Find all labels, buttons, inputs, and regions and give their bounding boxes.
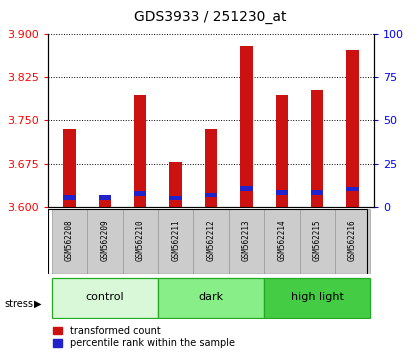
Bar [63,129,76,207]
Bar [63,195,76,200]
Bar [276,190,288,195]
Text: dark: dark [199,292,223,302]
Bar [346,50,359,207]
Text: GSM562208: GSM562208 [65,219,74,261]
Bar [99,198,111,207]
FancyBboxPatch shape [299,209,335,274]
Text: GSM562212: GSM562212 [207,219,215,261]
Text: GSM562214: GSM562214 [277,219,286,261]
Bar [205,193,217,197]
FancyBboxPatch shape [158,209,193,274]
Text: GSM562210: GSM562210 [136,219,145,261]
Text: GSM562216: GSM562216 [348,219,357,261]
Bar [170,195,182,200]
FancyBboxPatch shape [193,209,229,274]
FancyBboxPatch shape [264,278,370,318]
Bar [240,186,252,191]
FancyBboxPatch shape [158,278,264,318]
Bar [311,190,323,195]
FancyBboxPatch shape [335,209,370,274]
Text: GDS3933 / 251230_at: GDS3933 / 251230_at [134,10,286,24]
Bar [134,96,147,207]
Text: GSM562209: GSM562209 [100,219,109,261]
FancyBboxPatch shape [52,278,158,318]
Text: GSM562211: GSM562211 [171,219,180,261]
FancyBboxPatch shape [123,209,158,274]
Bar [99,195,111,200]
Bar [346,187,359,192]
Bar [311,90,323,207]
Text: high light: high light [291,292,344,302]
FancyBboxPatch shape [87,209,123,274]
FancyBboxPatch shape [52,209,87,274]
Bar [134,192,147,196]
FancyBboxPatch shape [264,209,299,274]
Text: control: control [86,292,124,302]
FancyBboxPatch shape [229,209,264,274]
Bar [170,162,182,207]
Legend: transformed count, percentile rank within the sample: transformed count, percentile rank withi… [53,326,235,348]
Text: stress: stress [4,299,33,309]
Bar [276,96,288,207]
Text: ▶: ▶ [34,299,42,309]
Bar [240,46,252,207]
Text: GSM562213: GSM562213 [242,219,251,261]
Bar [205,129,217,207]
Text: GSM562215: GSM562215 [313,219,322,261]
